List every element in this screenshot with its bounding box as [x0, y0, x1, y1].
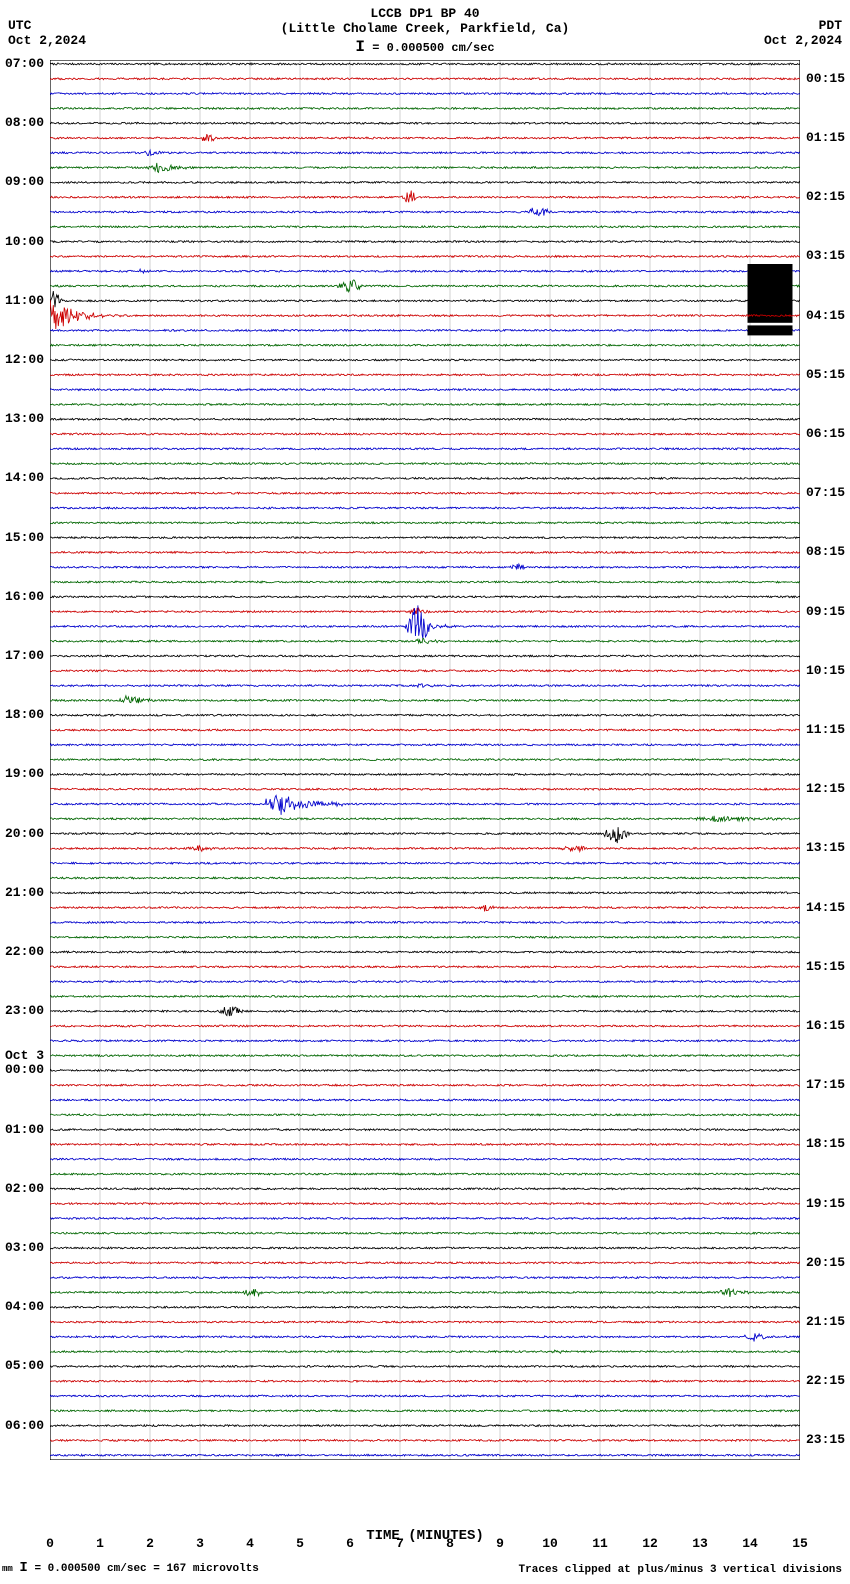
left-time-label: 13:00 [5, 411, 44, 426]
helicorder-svg [50, 60, 800, 1460]
left-time-label: 16:00 [5, 589, 44, 604]
x-tick-label: 13 [692, 1536, 708, 1551]
left-time-label: 11:00 [5, 293, 44, 308]
right-time-label: 13:15 [806, 840, 845, 855]
left-time-label: 02:00 [5, 1181, 44, 1196]
left-time-label: 12:00 [5, 352, 44, 367]
x-tick-label: 3 [196, 1536, 204, 1551]
title-line1: LCCB DP1 BP 40 [0, 6, 850, 21]
left-time-label: 14:00 [5, 470, 44, 485]
x-tick-label: 10 [542, 1536, 558, 1551]
right-time-label: 14:15 [806, 900, 845, 915]
right-time-label: 22:15 [806, 1373, 845, 1388]
right-time-label: 12:15 [806, 781, 845, 796]
left-time-label: 23:00 [5, 1003, 44, 1018]
right-time-label: 00:15 [806, 71, 845, 86]
x-tick-label: 14 [742, 1536, 758, 1551]
x-tick-label: 2 [146, 1536, 154, 1551]
left-timezone: UTC [8, 18, 86, 33]
right-time-label: 23:15 [806, 1432, 845, 1447]
left-time-label: 05:00 [5, 1358, 44, 1373]
footer-right: Traces clipped at plus/minus 3 vertical … [519, 1564, 842, 1576]
header-right: PDT Oct 2,2024 [764, 18, 842, 48]
right-time-label: 15:15 [806, 959, 845, 974]
x-tick-label: 1 [96, 1536, 104, 1551]
left-time-label: 04:00 [5, 1299, 44, 1314]
left-time-label: 10:00 [5, 234, 44, 249]
left-time-label: 21:00 [5, 885, 44, 900]
right-time-label: 01:15 [806, 130, 845, 145]
left-time-labels: 07:0008:0009:0010:0011:0012:0013:0014:00… [0, 60, 48, 1494]
x-tick-label: 4 [246, 1536, 254, 1551]
x-tick-label: 11 [592, 1536, 608, 1551]
left-time-label: 17:00 [5, 648, 44, 663]
right-date: Oct 2,2024 [764, 33, 842, 48]
right-time-label: 06:15 [806, 426, 845, 441]
left-time-label: 09:00 [5, 174, 44, 189]
right-time-label: 10:15 [806, 663, 845, 678]
left-time-label: 03:00 [5, 1240, 44, 1255]
x-tick-label: 12 [642, 1536, 658, 1551]
left-time-label: 18:00 [5, 707, 44, 722]
right-time-label: 19:15 [806, 1196, 845, 1211]
x-tick-label: 0 [46, 1536, 54, 1551]
left-time-label: Oct 3 [5, 1048, 44, 1063]
left-time-label: 19:00 [5, 766, 44, 781]
left-time-label: 01:00 [5, 1122, 44, 1137]
right-time-label: 03:15 [806, 248, 845, 263]
left-time-label: 20:00 [5, 826, 44, 841]
right-time-label: 17:15 [806, 1077, 845, 1092]
left-time-label: 15:00 [5, 530, 44, 545]
right-time-label: 16:15 [806, 1018, 845, 1033]
left-date: Oct 2,2024 [8, 33, 86, 48]
helicorder-plot [50, 60, 800, 1494]
left-time-label: 22:00 [5, 944, 44, 959]
right-time-label: 05:15 [806, 367, 845, 382]
scale-indicator: I = 0.000500 cm/sec [0, 38, 850, 56]
right-time-labels: 00:15 01:15 02:15 03:15 04:15 05:15 06:15 07:15… [802, 60, 850, 1494]
left-time-label: 00:00 [5, 1062, 44, 1077]
right-time-label: 08:15 [806, 544, 845, 559]
right-time-label: 21:15 [806, 1314, 845, 1329]
title-line2: (Little Cholame Creek, Parkfield, Ca) [0, 21, 850, 36]
right-time-label: 07:15 [806, 485, 845, 500]
right-time-label: 11:15 [806, 722, 845, 737]
right-time-label: 02:15 [806, 189, 845, 204]
x-tick-label: 15 [792, 1536, 808, 1551]
right-time-label: 18:15 [806, 1136, 845, 1151]
right-time-label: 20:15 [806, 1255, 845, 1270]
right-timezone: PDT [764, 18, 842, 33]
x-tick-label: 5 [296, 1536, 304, 1551]
x-axis-title: TIME (MINUTES) [366, 1528, 484, 1544]
left-time-label: 08:00 [5, 115, 44, 130]
right-time-label: 09:15 [806, 604, 845, 619]
right-time-label: 04:15 [806, 308, 845, 323]
left-time-label: 06:00 [5, 1418, 44, 1433]
header-left: UTC Oct 2,2024 [8, 18, 86, 48]
left-time-label: 07:00 [5, 56, 44, 71]
x-tick-label: 6 [346, 1536, 354, 1551]
x-tick-label: 9 [496, 1536, 504, 1551]
footer-left: mm I = 0.000500 cm/sec = 167 microvolts [2, 1560, 259, 1576]
